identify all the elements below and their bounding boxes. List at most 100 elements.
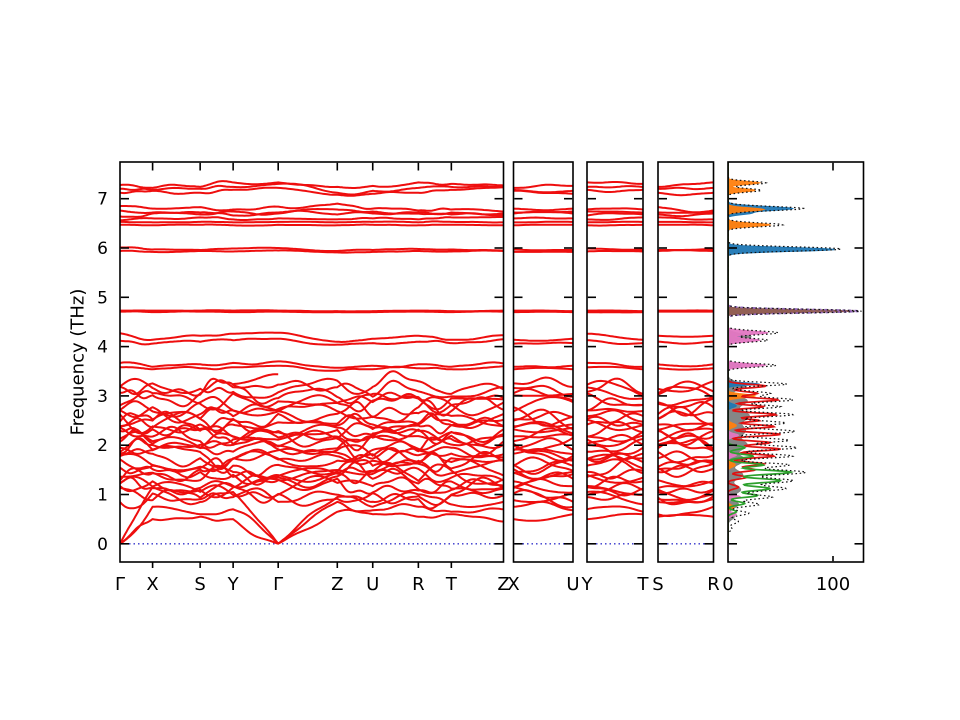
x-tick-label-main: Z (331, 574, 343, 595)
band-line (120, 410, 504, 442)
dos-series-pdos-blue (728, 162, 835, 544)
band-line (658, 206, 714, 214)
x-tick-label-main: S (194, 574, 205, 595)
x-tick-label-SR: S (652, 574, 663, 595)
dos-x-tick-label: 100 (816, 574, 850, 595)
band-line (120, 220, 504, 224)
band-line (513, 216, 573, 220)
band-line (513, 220, 573, 224)
band-line (120, 400, 504, 429)
band-line (120, 474, 504, 499)
band-line (120, 337, 504, 346)
band-line (587, 207, 643, 211)
x-tick-label-YT: Y (581, 574, 594, 595)
band-line (513, 436, 573, 453)
band-line (658, 191, 714, 197)
y-tick-label: 1 (97, 486, 108, 506)
band-line (120, 474, 504, 499)
band-line (658, 181, 714, 188)
x-tick-label-main: R (412, 574, 425, 595)
band-line (658, 380, 714, 393)
y-tick-label: 2 (97, 436, 108, 456)
band-line (513, 388, 573, 402)
band-line (587, 216, 643, 221)
band-line (120, 186, 504, 197)
band-line (120, 331, 504, 343)
band-line (658, 422, 714, 431)
band-line (513, 248, 573, 252)
band-line (587, 392, 643, 407)
band-line (120, 448, 504, 473)
x-tick-label-main: T (445, 574, 458, 595)
y-tick-label: 0 (97, 535, 108, 555)
band-line (587, 181, 643, 185)
band-line (513, 207, 573, 212)
band-line (658, 450, 714, 463)
dos-x-tick-label: 0 (722, 574, 733, 595)
band-line (120, 246, 504, 252)
band-panel-XU (513, 183, 573, 545)
dos-series-pdos-green (728, 162, 795, 544)
dos-series-pdos-red (728, 162, 781, 544)
band-line (587, 247, 643, 251)
band-line (587, 412, 643, 426)
dos-series-total-dos (728, 162, 862, 544)
x-tick-label-main: U (366, 574, 379, 595)
band-line (658, 422, 714, 432)
band-line (658, 216, 714, 221)
x-tick-label-main: Γ (273, 574, 283, 595)
band-line (658, 495, 714, 506)
x-tick-label-main: Z (497, 574, 509, 595)
band-line (658, 513, 714, 518)
band-line (658, 223, 714, 227)
band-line (513, 337, 573, 342)
panel-frame-main (119, 161, 505, 563)
band-line (658, 363, 714, 368)
band-line (120, 202, 504, 213)
band-line (658, 479, 714, 488)
band-line (120, 390, 504, 417)
band-line (658, 396, 714, 407)
band-line (658, 249, 714, 252)
x-tick-label-SR: R (707, 574, 720, 595)
band-line (658, 462, 714, 478)
band-line (120, 310, 504, 314)
band-line (120, 428, 504, 453)
x-tick-label-main: Γ (115, 574, 125, 595)
band-line (658, 367, 714, 371)
band-line (587, 485, 643, 497)
band-line (120, 437, 504, 458)
band-line (587, 512, 643, 521)
band-line (513, 223, 573, 227)
band-line (120, 486, 504, 545)
band-line (658, 488, 714, 501)
band-line (658, 428, 714, 440)
y-axis-label: Frequency (THz) (67, 288, 89, 436)
band-line (658, 334, 714, 338)
band-line (587, 490, 643, 506)
band-line (513, 341, 573, 345)
band-line (120, 370, 504, 399)
band-line (658, 451, 714, 464)
band-line (120, 360, 504, 369)
band-line (120, 393, 504, 418)
band-line (658, 340, 714, 345)
band-line (658, 438, 714, 450)
band-line (120, 508, 504, 545)
band-line (120, 215, 504, 222)
band-line (120, 422, 504, 448)
band-line (513, 492, 573, 503)
dos-series-pdos-brown (728, 162, 855, 544)
y-tick-label: 4 (97, 338, 108, 358)
band-line (120, 500, 504, 545)
band-line (513, 384, 573, 398)
band-line (513, 366, 573, 371)
y-tick-label: 3 (97, 387, 108, 407)
band-line (587, 223, 643, 227)
band-line (658, 410, 714, 420)
y-tick-label: 5 (97, 288, 108, 308)
band-line (513, 456, 573, 472)
x-tick-label-XU: U (566, 574, 579, 595)
